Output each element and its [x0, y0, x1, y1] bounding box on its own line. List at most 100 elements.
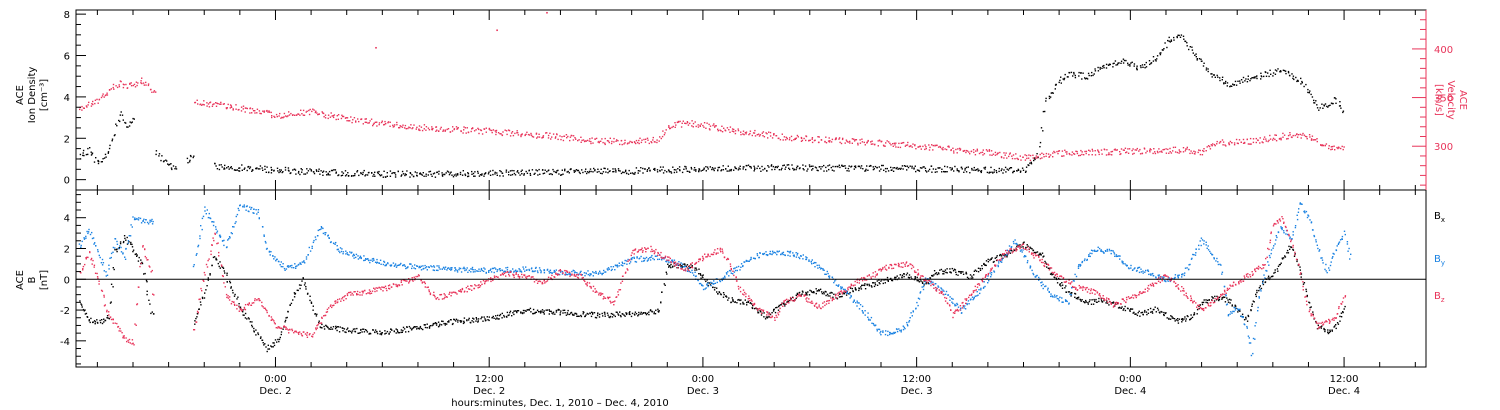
By-point [1198, 244, 1200, 247]
Bx-point [107, 317, 109, 319]
By-point [1281, 228, 1283, 231]
By-point [719, 280, 721, 282]
By-point [1296, 218, 1299, 221]
velocity-point [483, 128, 485, 130]
By-point [1198, 248, 1200, 250]
velocity-point [1188, 149, 1190, 151]
Bx-point [1230, 299, 1232, 301]
velocity-point [659, 136, 661, 138]
velocity-point [497, 132, 500, 134]
By-point [238, 209, 240, 212]
density-point [360, 172, 362, 175]
Bx-point [716, 287, 718, 289]
Bx-point [666, 273, 668, 275]
Bx-point [896, 275, 898, 277]
By-point [287, 266, 290, 268]
density-point [977, 168, 979, 170]
velocity-point [1120, 148, 1123, 150]
Bx-point [1323, 327, 1325, 330]
velocity-point [794, 138, 797, 140]
velocity-point [431, 126, 433, 128]
Bx-point [1189, 319, 1191, 321]
density-point [306, 168, 308, 170]
velocity-point [909, 145, 911, 148]
density-point [792, 167, 794, 170]
By-point [605, 271, 607, 273]
Bx-point [653, 311, 655, 313]
density-point [860, 165, 863, 167]
By-point [1294, 226, 1297, 229]
velocity-point [1043, 156, 1045, 158]
Bx-point [437, 326, 440, 328]
By-point [406, 266, 409, 269]
By-point [149, 219, 151, 221]
density-point [1237, 80, 1239, 82]
velocity-point [105, 94, 107, 96]
density-point [795, 168, 797, 171]
By-point [1089, 252, 1091, 254]
velocity-point [761, 132, 763, 134]
density-point [586, 171, 589, 173]
Bx-point [513, 313, 515, 316]
velocity-point [431, 129, 433, 131]
By-point [488, 270, 490, 272]
density-point [111, 138, 114, 140]
By-point [340, 250, 343, 253]
velocity-point [230, 105, 232, 107]
Bx-point [226, 274, 228, 276]
velocity-point [932, 144, 934, 147]
density-point [107, 151, 110, 153]
density-point [803, 169, 805, 171]
velocity-point [634, 141, 636, 144]
velocity-point [1089, 150, 1091, 152]
density-point [290, 172, 292, 174]
Bx-point [1234, 304, 1236, 306]
By-point [1275, 239, 1277, 241]
By-point [1182, 273, 1184, 275]
density-point [1188, 48, 1190, 51]
By-point [802, 258, 804, 260]
Bx-point [1098, 297, 1100, 300]
density-point [597, 168, 599, 170]
density-point [937, 167, 939, 169]
velocity-point [851, 138, 854, 140]
density-point [1016, 170, 1018, 172]
Bx-point [1006, 256, 1008, 258]
density-point [733, 169, 735, 171]
velocity-outlier-point [375, 46, 377, 49]
density-point [425, 175, 427, 177]
density-point [1116, 64, 1119, 66]
velocity-point [130, 85, 133, 87]
Bx-point [132, 250, 134, 253]
density-point [1170, 39, 1172, 41]
density-point [842, 165, 844, 167]
velocity-point [335, 118, 337, 121]
density-point [1335, 102, 1337, 104]
By-point [1059, 296, 1061, 298]
density-point [462, 170, 464, 172]
density-point [1307, 88, 1309, 91]
velocity-point [1068, 152, 1070, 155]
density-point [451, 174, 453, 176]
velocity-point [924, 144, 926, 146]
velocity-point [762, 131, 765, 133]
velocity-point [1061, 150, 1064, 152]
density-point [1198, 58, 1201, 60]
density-point [799, 167, 801, 169]
Bx-point [402, 329, 404, 332]
By-point [1084, 258, 1086, 260]
By-point [724, 275, 726, 277]
By-point [488, 271, 490, 273]
By-point [373, 259, 375, 261]
density-point [455, 175, 457, 177]
By-point [129, 235, 132, 237]
velocity-point [1246, 138, 1248, 141]
Bx-point [1278, 264, 1281, 266]
By-point [641, 260, 643, 263]
Bx-point [1061, 287, 1064, 289]
Bx-point [811, 291, 813, 293]
velocity-point [577, 139, 579, 142]
By-point [1280, 227, 1283, 229]
velocity-point [324, 114, 327, 116]
velocity-point [1186, 146, 1188, 149]
